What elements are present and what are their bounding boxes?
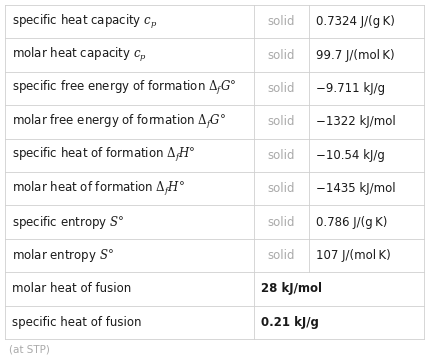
Text: specific heat of fusion: specific heat of fusion — [12, 316, 142, 329]
Text: specific heat capacity $c_p$: specific heat capacity $c_p$ — [12, 13, 157, 31]
Text: 0.786 J/(g K): 0.786 J/(g K) — [316, 216, 387, 229]
Text: 107 J/(mol K): 107 J/(mol K) — [316, 249, 390, 262]
Text: solid: solid — [268, 249, 295, 262]
Text: −10.54 kJ/g: −10.54 kJ/g — [316, 149, 385, 162]
Text: molar heat of fusion: molar heat of fusion — [12, 282, 131, 295]
Text: 99.7 J/(mol K): 99.7 J/(mol K) — [316, 49, 394, 62]
Text: molar heat of formation $\Delta_f H°$: molar heat of formation $\Delta_f H°$ — [12, 180, 185, 198]
Text: solid: solid — [268, 15, 295, 28]
Text: solid: solid — [268, 149, 295, 162]
Text: solid: solid — [268, 49, 295, 62]
Text: solid: solid — [268, 216, 295, 229]
Text: molar heat capacity $c_p$: molar heat capacity $c_p$ — [12, 46, 147, 64]
Text: specific free energy of formation $\Delta_f G°$: specific free energy of formation $\Delt… — [12, 79, 236, 97]
Text: 0.7324 J/(g K): 0.7324 J/(g K) — [316, 15, 395, 28]
Text: specific entropy $S°$: specific entropy $S°$ — [12, 214, 124, 231]
Text: solid: solid — [268, 82, 295, 95]
Text: 0.21 kJ/g: 0.21 kJ/g — [261, 316, 319, 329]
Text: specific heat of formation $\Delta_f H°$: specific heat of formation $\Delta_f H°$ — [12, 146, 196, 164]
Text: 28 kJ/mol: 28 kJ/mol — [261, 282, 322, 295]
Text: −1435 kJ/mol: −1435 kJ/mol — [316, 182, 396, 195]
Text: −9.711 kJ/g: −9.711 kJ/g — [316, 82, 385, 95]
Text: solid: solid — [268, 116, 295, 129]
Text: −1322 kJ/mol: −1322 kJ/mol — [316, 116, 396, 129]
Text: (at STP): (at STP) — [9, 345, 50, 355]
Text: molar free energy of formation $\Delta_f G°$: molar free energy of formation $\Delta_f… — [12, 113, 226, 131]
Text: solid: solid — [268, 182, 295, 195]
Text: molar entropy $S°$: molar entropy $S°$ — [12, 247, 114, 264]
